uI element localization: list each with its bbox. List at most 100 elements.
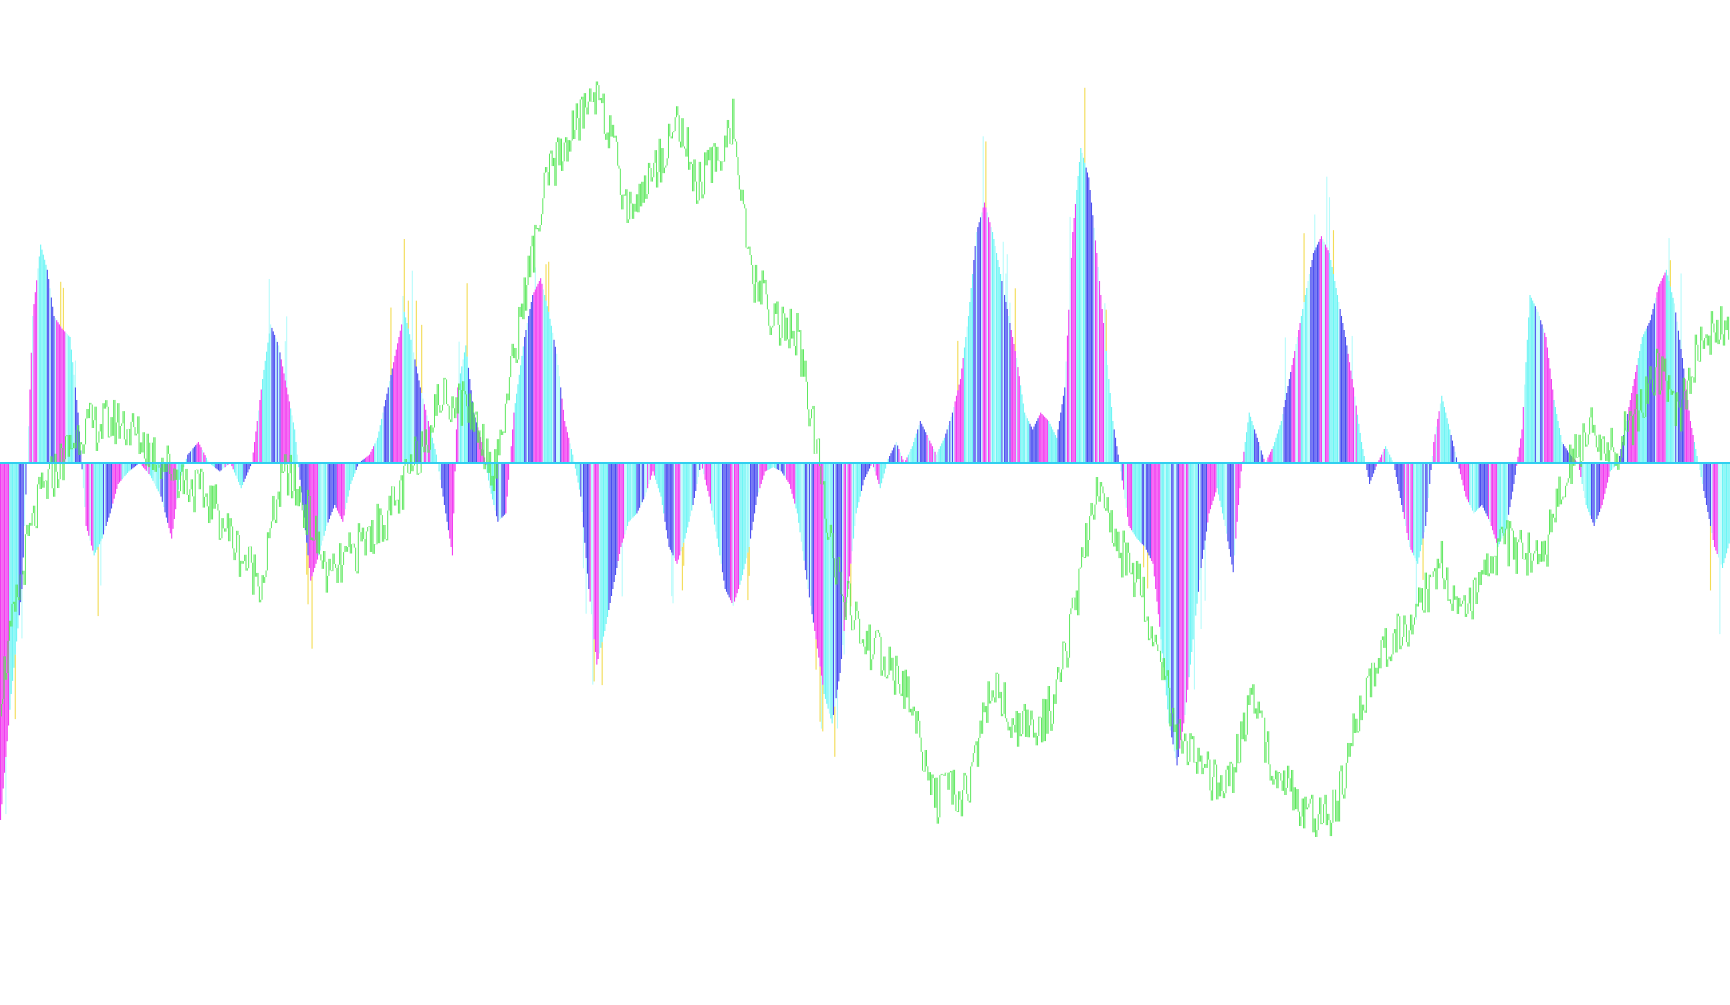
histogram-bar: [332, 463, 334, 509]
histogram-bar: [1223, 463, 1225, 520]
histogram-bar: [910, 449, 912, 463]
histogram-bar: [1208, 463, 1210, 514]
histogram-bar: [413, 352, 415, 463]
histogram-bar: [1026, 418, 1028, 463]
histogram-bar: [296, 454, 298, 463]
histogram-bar: [132, 463, 134, 469]
histogram-bar: [687, 463, 689, 528]
histogram-bar: [684, 463, 686, 539]
histogram-bar: [696, 463, 698, 484]
histogram-bar-tip: [820, 675, 822, 729]
histogram-bar: [1533, 303, 1535, 463]
histogram-bar: [830, 463, 832, 719]
histogram-bar: [1089, 190, 1091, 463]
histogram-bar: [204, 455, 206, 464]
histogram-bar: [1048, 421, 1050, 463]
histogram-bar: [1096, 253, 1098, 463]
histogram-bar: [665, 463, 667, 531]
histogram-bar: [1343, 330, 1345, 463]
histogram-bar: [500, 463, 502, 519]
histogram-bar-tip: [1005, 273, 1007, 302]
histogram-bar: [330, 463, 332, 516]
histogram-bar-tip: [1422, 538, 1424, 580]
histogram-bar: [806, 463, 808, 580]
histogram-bar: [1052, 429, 1054, 463]
histogram-bar: [744, 463, 746, 564]
histogram-bar: [1717, 463, 1720, 558]
histogram-bar: [485, 463, 487, 466]
histogram-bar-tip: [403, 238, 405, 312]
histogram-bar: [1240, 463, 1242, 472]
histogram-bar: [405, 317, 407, 463]
histogram-bar: [241, 463, 244, 486]
histogram-bar: [340, 463, 343, 519]
histogram-bar: [1171, 463, 1173, 738]
histogram-bar: [477, 427, 479, 463]
histogram-bar: [1216, 463, 1218, 489]
histogram-bar: [80, 450, 82, 463]
histogram-bar: [381, 418, 383, 463]
histogram-bar: [1346, 345, 1348, 463]
histogram-bar: [711, 463, 713, 511]
histogram-bar: [467, 367, 470, 463]
histogram-bar: [233, 463, 236, 473]
histogram-bar: [1454, 451, 1456, 463]
histogram-bar-tip: [548, 261, 550, 312]
histogram-bar: [201, 449, 203, 464]
histogram-bar: [12, 463, 14, 681]
histogram-bar: [462, 359, 464, 463]
histogram-bar: [1675, 312, 1677, 463]
histogram-bar: [159, 463, 161, 494]
histogram-bar: [1593, 463, 1595, 526]
histogram-bar: [407, 328, 409, 463]
histogram-bar: [312, 463, 314, 573]
histogram-bar: [556, 353, 558, 463]
histogram-bar: [804, 463, 806, 571]
histogram-bar: [958, 384, 960, 463]
histogram-bar-tip: [601, 642, 603, 686]
histogram-bar: [176, 463, 178, 500]
histogram-bar: [957, 390, 959, 463]
histogram-bar: [1632, 386, 1634, 463]
histogram-bar: [1308, 274, 1310, 463]
histogram-bar: [1411, 463, 1413, 553]
histogram-bar: [921, 423, 923, 463]
histogram-bar: [1544, 332, 1546, 463]
histogram-bar: [406, 323, 408, 463]
histogram-bar-tip: [592, 626, 594, 685]
histogram-bar: [1324, 244, 1327, 463]
histogram-bar: [270, 324, 272, 463]
histogram-bar: [865, 463, 867, 477]
histogram-bar: [1510, 463, 1512, 500]
histogram-bar: [410, 339, 412, 463]
histogram-bar: [455, 429, 457, 463]
histogram-bar: [1564, 446, 1566, 463]
histogram-bar: [14, 463, 16, 655]
histogram-bar: [34, 292, 36, 463]
histogram-bar: [1212, 463, 1214, 501]
histogram-bar: [836, 463, 839, 690]
histogram-bar: [1077, 176, 1079, 463]
histogram-bar: [676, 463, 678, 564]
histogram-bar: [1001, 281, 1003, 463]
histogram-bar: [136, 463, 138, 466]
histogram-bar: [1521, 429, 1523, 463]
histogram-bar: [443, 463, 445, 505]
histogram-bar: [1275, 437, 1277, 463]
histogram-bar: [973, 260, 975, 463]
histogram-bar: [1354, 396, 1356, 463]
histogram-bar: [1348, 362, 1351, 463]
histogram-bar-tip: [672, 555, 674, 604]
histogram-bar: [217, 463, 220, 471]
histogram-bar-tip: [683, 542, 685, 566]
histogram-bar: [847, 463, 849, 589]
histogram-bar: [1251, 421, 1253, 463]
histogram-bar: [1350, 370, 1352, 463]
histogram-bar-tip: [284, 341, 286, 381]
histogram-bar: [1263, 458, 1265, 463]
histogram-bar: [693, 463, 695, 498]
histogram-bar: [1312, 253, 1314, 463]
histogram-bar: [216, 463, 218, 470]
histogram-bar: [116, 463, 118, 489]
histogram-bar: [255, 431, 257, 463]
